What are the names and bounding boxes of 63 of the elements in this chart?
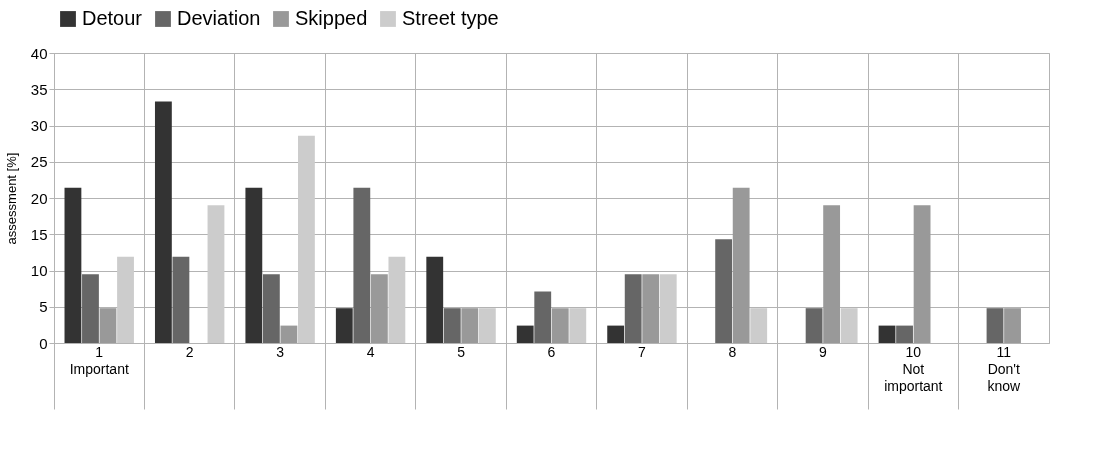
bar (262, 274, 280, 343)
bar (172, 256, 190, 343)
bar (840, 308, 858, 343)
bar (913, 205, 931, 343)
x-tick-label: 4 (366, 343, 375, 360)
bar (443, 308, 461, 343)
bar (569, 308, 587, 343)
x-tick-label: 6 (547, 343, 556, 360)
bar (154, 101, 172, 343)
bar (298, 135, 315, 343)
y-tick-label: 30 (30, 117, 48, 134)
bar (805, 308, 823, 343)
x-tick-label: 3 (276, 343, 285, 360)
bar (117, 256, 134, 343)
bar (82, 274, 99, 343)
bar (99, 308, 117, 343)
bar (64, 187, 82, 343)
y-tick-label: 40 (30, 44, 48, 62)
x-tick-label: 8 (728, 343, 737, 360)
x-tick-label: 11 Don't know (987, 343, 1021, 394)
bar (388, 256, 406, 343)
bar (461, 308, 479, 343)
y-tick-label: 25 (30, 153, 48, 171)
bar (986, 308, 1004, 343)
bar (1004, 308, 1021, 343)
bar (642, 274, 660, 343)
bar (534, 291, 552, 343)
legend-label: Street type (402, 7, 499, 29)
bar (750, 308, 768, 343)
x-tick-label: 9 (818, 343, 827, 360)
bar (715, 239, 733, 343)
bar (823, 205, 841, 343)
x-tick-label: 2 (185, 343, 194, 360)
bar (516, 325, 534, 343)
y-tick-label: 20 (30, 189, 48, 207)
bar (659, 274, 677, 343)
bar (426, 256, 444, 343)
bar (896, 325, 913, 343)
bar (551, 308, 569, 343)
y-axis-title: assessment [%] (3, 152, 19, 245)
bar (878, 325, 896, 343)
bar (732, 187, 750, 343)
bar (353, 187, 371, 343)
bar (280, 325, 298, 343)
x-tick-label: 7 (638, 343, 647, 360)
bar (478, 308, 496, 343)
x-tick-label: 5 (457, 343, 466, 360)
y-tick-label: 15 (30, 225, 48, 243)
legend-label: Deviation (177, 7, 261, 29)
legend-label: Detour (82, 7, 143, 29)
x-tick-label: 1 Important (69, 343, 129, 377)
y-tick-label: 35 (30, 80, 48, 98)
y-tick-label: 10 (30, 262, 48, 279)
bar (607, 325, 625, 343)
bar (624, 274, 642, 343)
x-tick-label: 10 Not important (884, 343, 943, 394)
y-tick-label: 0 (39, 334, 48, 352)
bar (245, 187, 263, 343)
bar (335, 308, 353, 343)
y-tick-label: 5 (39, 298, 48, 316)
bar (370, 274, 388, 343)
bar (207, 205, 225, 343)
legend-label: Skipped (295, 7, 368, 29)
